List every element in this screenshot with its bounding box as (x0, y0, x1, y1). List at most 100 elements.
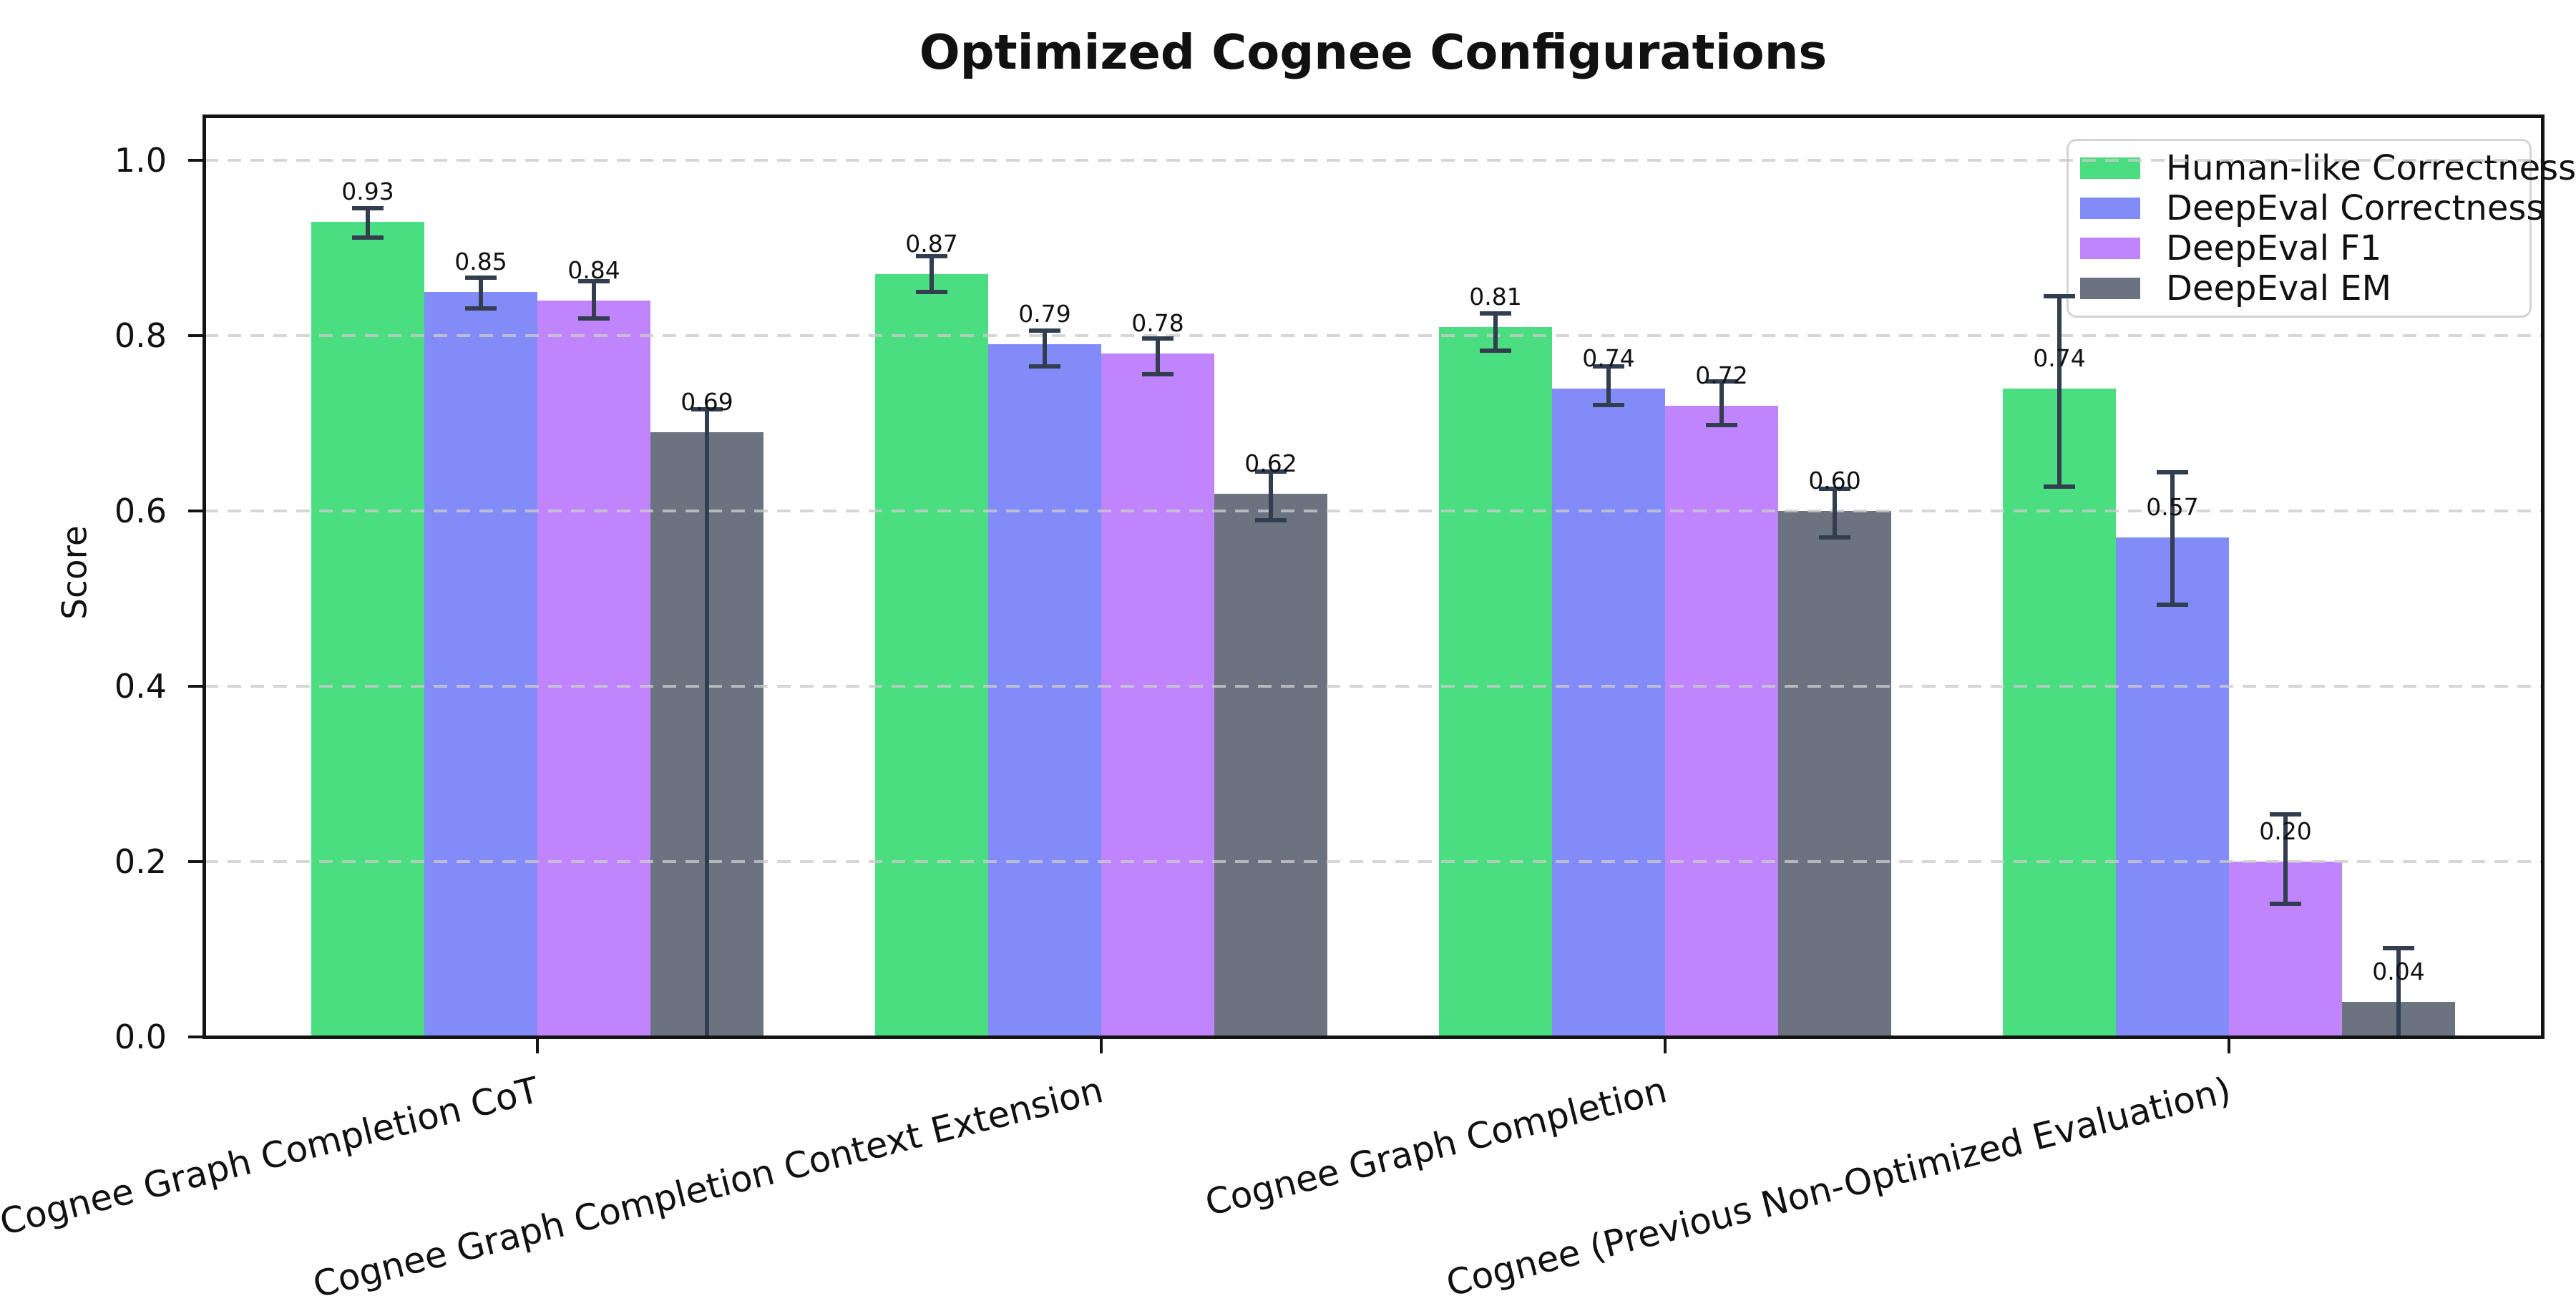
bar-deepeval-correctness-group4 (2116, 537, 2229, 1037)
error-bar (1606, 366, 1611, 405)
legend-row: DeepEval F1 (2080, 228, 2529, 268)
error-bar (1156, 338, 1160, 374)
bar-deepeval-em-group2 (1214, 493, 1327, 1037)
y-tick-mark (188, 159, 203, 162)
bar-value-label: 0.85 (454, 247, 507, 276)
legend-label: Human-like Correctness (2166, 148, 2576, 188)
bar-value-label: 0.93 (341, 177, 394, 205)
bar-value-label: 0.60 (1808, 467, 1861, 494)
error-bar (1833, 489, 1837, 537)
bar-value-label: 0.74 (1582, 343, 1635, 372)
legend-swatch-icon (2080, 238, 2140, 259)
legend: Human-like Correctness DeepEval Correctne… (2067, 139, 2576, 318)
y-tick-label: 0.8 (114, 316, 167, 355)
legend-swatch-icon (2080, 198, 2140, 219)
legend-row: DeepEval Correctness (2080, 188, 2544, 228)
bar-deepeval-correctness-group1 (424, 291, 537, 1037)
error-bar (1719, 381, 1724, 425)
error-bar-cap-bottom (1819, 535, 1850, 540)
error-bar-cap-bottom (1029, 364, 1060, 369)
error-bar-cap-bottom (916, 289, 947, 294)
error-bar (2396, 948, 2401, 1037)
y-axis-label: Score (55, 525, 95, 620)
error-bar (592, 281, 596, 318)
error-bar-cap-bottom (1480, 348, 1511, 353)
bar-human-like-correctness-group2 (875, 274, 988, 1037)
error-bar-cap-top (1255, 469, 1287, 474)
y-tick-mark (188, 510, 203, 512)
bar-value-label: 0.84 (567, 256, 620, 284)
error-bar-cap-top (2157, 470, 2188, 475)
error-bar-cap-top (1142, 336, 1174, 341)
error-bar-cap-top (916, 253, 947, 258)
error-bar-cap-top (465, 276, 497, 281)
error-bar (930, 255, 934, 292)
spine-top (203, 114, 2545, 118)
error-bar-cap-top (2383, 946, 2414, 951)
bar-human-like-correctness-group4 (2003, 388, 2116, 1037)
y-tick-mark (188, 334, 203, 337)
error-bar (1269, 471, 1273, 521)
x-tick-mark (536, 1039, 539, 1053)
error-bar-cap-top (691, 406, 723, 411)
error-bar-cap-top (352, 206, 384, 211)
error-bar-cap-top (2270, 812, 2301, 817)
legend-label: DeepEval Correctness (2166, 188, 2545, 228)
legend-swatch-icon (2080, 278, 2140, 299)
legend-label: DeepEval F1 (2166, 228, 2382, 268)
gridline-0.8 (205, 334, 2542, 337)
error-bar (2057, 296, 2062, 487)
error-bar-cap-top (1593, 364, 1624, 369)
bar-value-label: 0.69 (680, 387, 733, 416)
bar-value-label: 0.78 (1131, 308, 1184, 337)
error-bar-cap-bottom (1706, 422, 1737, 427)
error-bar-cap-top (1706, 379, 1737, 384)
spine-left (203, 114, 206, 1038)
chart-title: Optimized Cognee Configurations (919, 24, 1828, 80)
bar-deepeval-em-group3 (1778, 511, 1891, 1037)
gridline-1 (205, 159, 2542, 162)
bar-deepeval-f1-group2 (1101, 353, 1214, 1037)
error-bar-cap-top (1480, 311, 1511, 316)
error-bar-cap-top (578, 279, 610, 284)
error-bar-cap-bottom (2270, 901, 2301, 906)
x-tick-mark (2228, 1039, 2230, 1053)
y-tick-mark (188, 685, 203, 688)
bar-human-like-correctness-group1 (311, 221, 424, 1037)
error-bar-cap-top (1029, 328, 1060, 333)
error-bar-cap-bottom (2044, 484, 2075, 489)
y-tick-label: 1.0 (114, 141, 167, 180)
x-tick-mark (1100, 1039, 1103, 1053)
error-bar-cap-bottom (1593, 402, 1624, 407)
error-bar-cap-bottom (578, 316, 610, 321)
error-bar (366, 208, 370, 238)
error-bar-cap-bottom (465, 306, 497, 311)
error-bar (1493, 313, 1498, 351)
gridline-0.2 (205, 860, 2542, 863)
bar-deepeval-correctness-group2 (988, 344, 1101, 1037)
legend-label: DeepEval EM (2166, 268, 2391, 308)
error-bar-cap-bottom (1142, 371, 1174, 376)
gridline-0.4 (205, 685, 2542, 688)
legend-row: Human-like Correctness (2080, 148, 2576, 188)
error-bar-cap-top (2044, 293, 2075, 298)
error-bar-cap-top (1819, 487, 1850, 492)
bar-deepeval-f1-group3 (1665, 406, 1778, 1037)
bar-value-label: 0.72 (1695, 361, 1748, 389)
bar-value-label: 0.81 (1469, 282, 1522, 311)
bar-human-like-correctness-group3 (1439, 326, 1552, 1037)
legend-row: DeepEval EM (2080, 268, 2529, 308)
bar-value-label: 0.57 (2146, 492, 2199, 521)
y-tick-mark (188, 1035, 203, 1038)
bar-value-label: 0.62 (1244, 449, 1297, 477)
error-bar (1043, 330, 1047, 366)
y-tick-label: 0.6 (114, 492, 167, 530)
error-bar-cap-bottom (1255, 518, 1287, 523)
error-bar-cap-bottom (352, 235, 384, 240)
bar-value-label: 0.74 (2033, 343, 2086, 372)
bar-value-label: 0.20 (2259, 817, 2312, 845)
y-tick-mark (188, 860, 203, 863)
bar-value-label: 0.79 (1018, 300, 1071, 328)
error-bar (479, 278, 483, 309)
error-bar (2170, 472, 2175, 605)
